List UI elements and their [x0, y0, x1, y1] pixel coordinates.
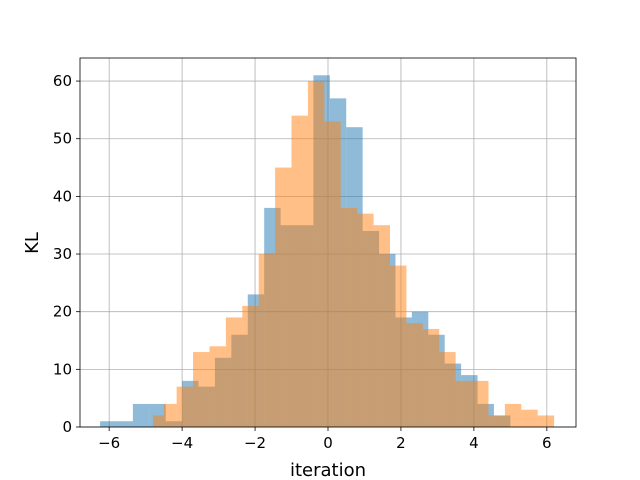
histogram-bar-series-2: [258, 254, 276, 427]
y-tick-label: 20: [53, 303, 72, 321]
x-tick-label: −2: [244, 434, 266, 452]
histogram-bar-series-2: [455, 380, 473, 427]
x-tick-label: −4: [171, 434, 193, 452]
y-tick-label: 50: [53, 130, 72, 148]
histogram-bar-series-2: [275, 167, 292, 427]
y-tick-label: 40: [53, 187, 72, 205]
y-axis-ticks: 0 10 20 30 40 50 60: [53, 72, 80, 436]
histogram-bar-series-2: [209, 346, 226, 427]
y-tick-label: 60: [53, 72, 72, 90]
histogram-bar-series-2: [242, 305, 259, 427]
x-axis-label: iteration: [290, 460, 366, 480]
histogram-bar-series-2: [521, 409, 538, 427]
histogram-bar-series-2: [163, 403, 177, 427]
histogram-bar-series-2: [225, 317, 243, 427]
histogram-bars: [100, 75, 555, 427]
histogram-bar-series-2: [307, 81, 325, 427]
x-tick-label: −6: [98, 434, 120, 452]
histogram-bar-series-2: [291, 115, 308, 427]
histogram-bar-series-2: [422, 328, 440, 427]
histogram-bar-series-2: [406, 323, 423, 427]
y-axis-label: KL: [22, 232, 43, 254]
histogram-bar-series-1: [116, 421, 133, 427]
x-tick-label: 2: [396, 434, 406, 452]
histogram-bar-series-2: [176, 386, 194, 427]
y-tick-label: 30: [53, 245, 72, 263]
histogram-bar-series-2: [390, 265, 407, 427]
histogram-bar-series-2: [488, 415, 505, 427]
histogram-bar-series-2: [373, 225, 390, 427]
histogram-bar-series-2: [357, 213, 374, 427]
x-axis-ticks: −6 −4 −2 0 2 4 6: [98, 427, 552, 452]
histogram-bar-series-2: [504, 403, 522, 427]
x-tick-label: 6: [542, 434, 552, 452]
y-tick-label: 10: [53, 360, 72, 378]
y-tick-label: 0: [62, 418, 72, 436]
x-tick-label: 4: [469, 434, 479, 452]
histogram-bar-series-1: [132, 403, 150, 427]
histogram-bar-series-2: [472, 380, 489, 427]
histogram-bar-series-2: [152, 415, 164, 427]
x-tick-label: 0: [323, 434, 333, 452]
histogram-bar-series-2: [340, 207, 358, 427]
histogram-bar-series-1: [100, 421, 117, 427]
histogram-bar-series-2: [537, 415, 555, 427]
histogram-bar-series-2: [193, 352, 210, 427]
histogram-bar-series-2: [439, 352, 456, 427]
histogram-bar-series-2: [324, 121, 341, 427]
